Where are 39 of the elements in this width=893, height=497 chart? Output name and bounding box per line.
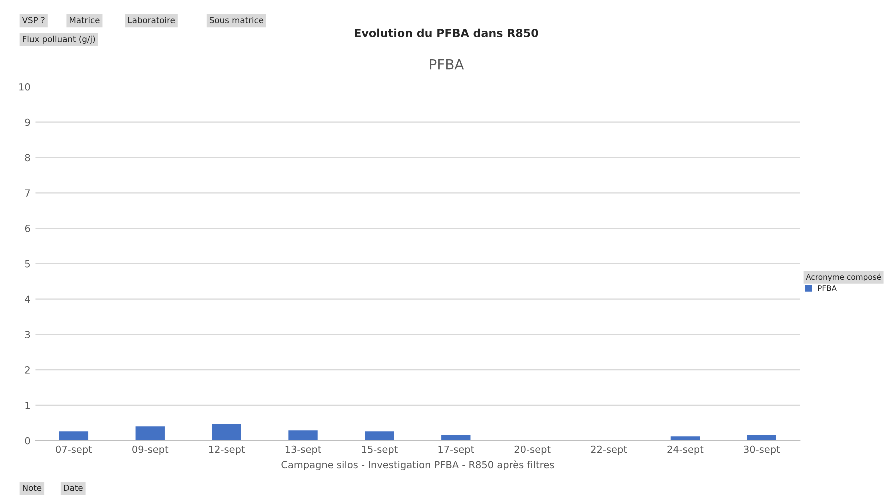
x-tick-label: 13-sept — [286, 446, 322, 456]
bar — [58, 430, 90, 441]
y-tick-label: 2 — [25, 366, 30, 374]
y-tick-label: 9 — [25, 118, 30, 126]
bar — [440, 434, 472, 441]
text: Date — [64, 484, 83, 492]
x-tick-label: 09-sept — [132, 446, 169, 456]
bar — [364, 430, 396, 441]
bar — [669, 435, 702, 441]
x-axis-title: Campagne silos - Investigation PFBA - R850 après filtres — [282, 460, 554, 470]
x-tick-label: 22-sept — [591, 446, 628, 456]
y-tick-label: 10 — [20, 83, 30, 91]
x-tick-label: 30-sept — [744, 446, 780, 456]
x-tick-label: 12-sept — [209, 446, 246, 456]
x-tick-label: 20-sept — [514, 446, 551, 456]
y-tick-label: 6 — [25, 225, 30, 232]
y-axis-title: Flux polluant (g/j) — [23, 36, 96, 44]
y-tick-label: 4 — [25, 296, 30, 303]
text: Laboratoire — [128, 17, 175, 24]
text: Sous matrice — [210, 17, 264, 24]
x-tick-label: 07-sept — [56, 446, 92, 456]
y-tick-label: 7 — [25, 190, 30, 197]
bar — [287, 429, 320, 441]
y-tick-label: 8 — [25, 154, 30, 162]
bar — [210, 423, 243, 441]
text: Note — [23, 484, 42, 492]
text: Matrice — [70, 17, 100, 24]
x-tick-label: 24-sept — [668, 446, 704, 456]
x-tick-label: 15-sept — [362, 446, 398, 456]
y-tick-label: 5 — [25, 260, 30, 268]
y-tick-label: 1 — [26, 402, 30, 410]
bar — [746, 434, 778, 441]
y-tick-label: 3 — [25, 331, 30, 339]
text: VSP ? — [22, 17, 45, 24]
x-tick-label: 17-sept — [438, 446, 474, 456]
chart-subtitle: PFBA — [430, 59, 464, 70]
y-tick-label: 0 — [25, 437, 30, 445]
chart-title: Evolution du PFBA dans R850 — [355, 28, 538, 38]
bar — [134, 425, 166, 441]
